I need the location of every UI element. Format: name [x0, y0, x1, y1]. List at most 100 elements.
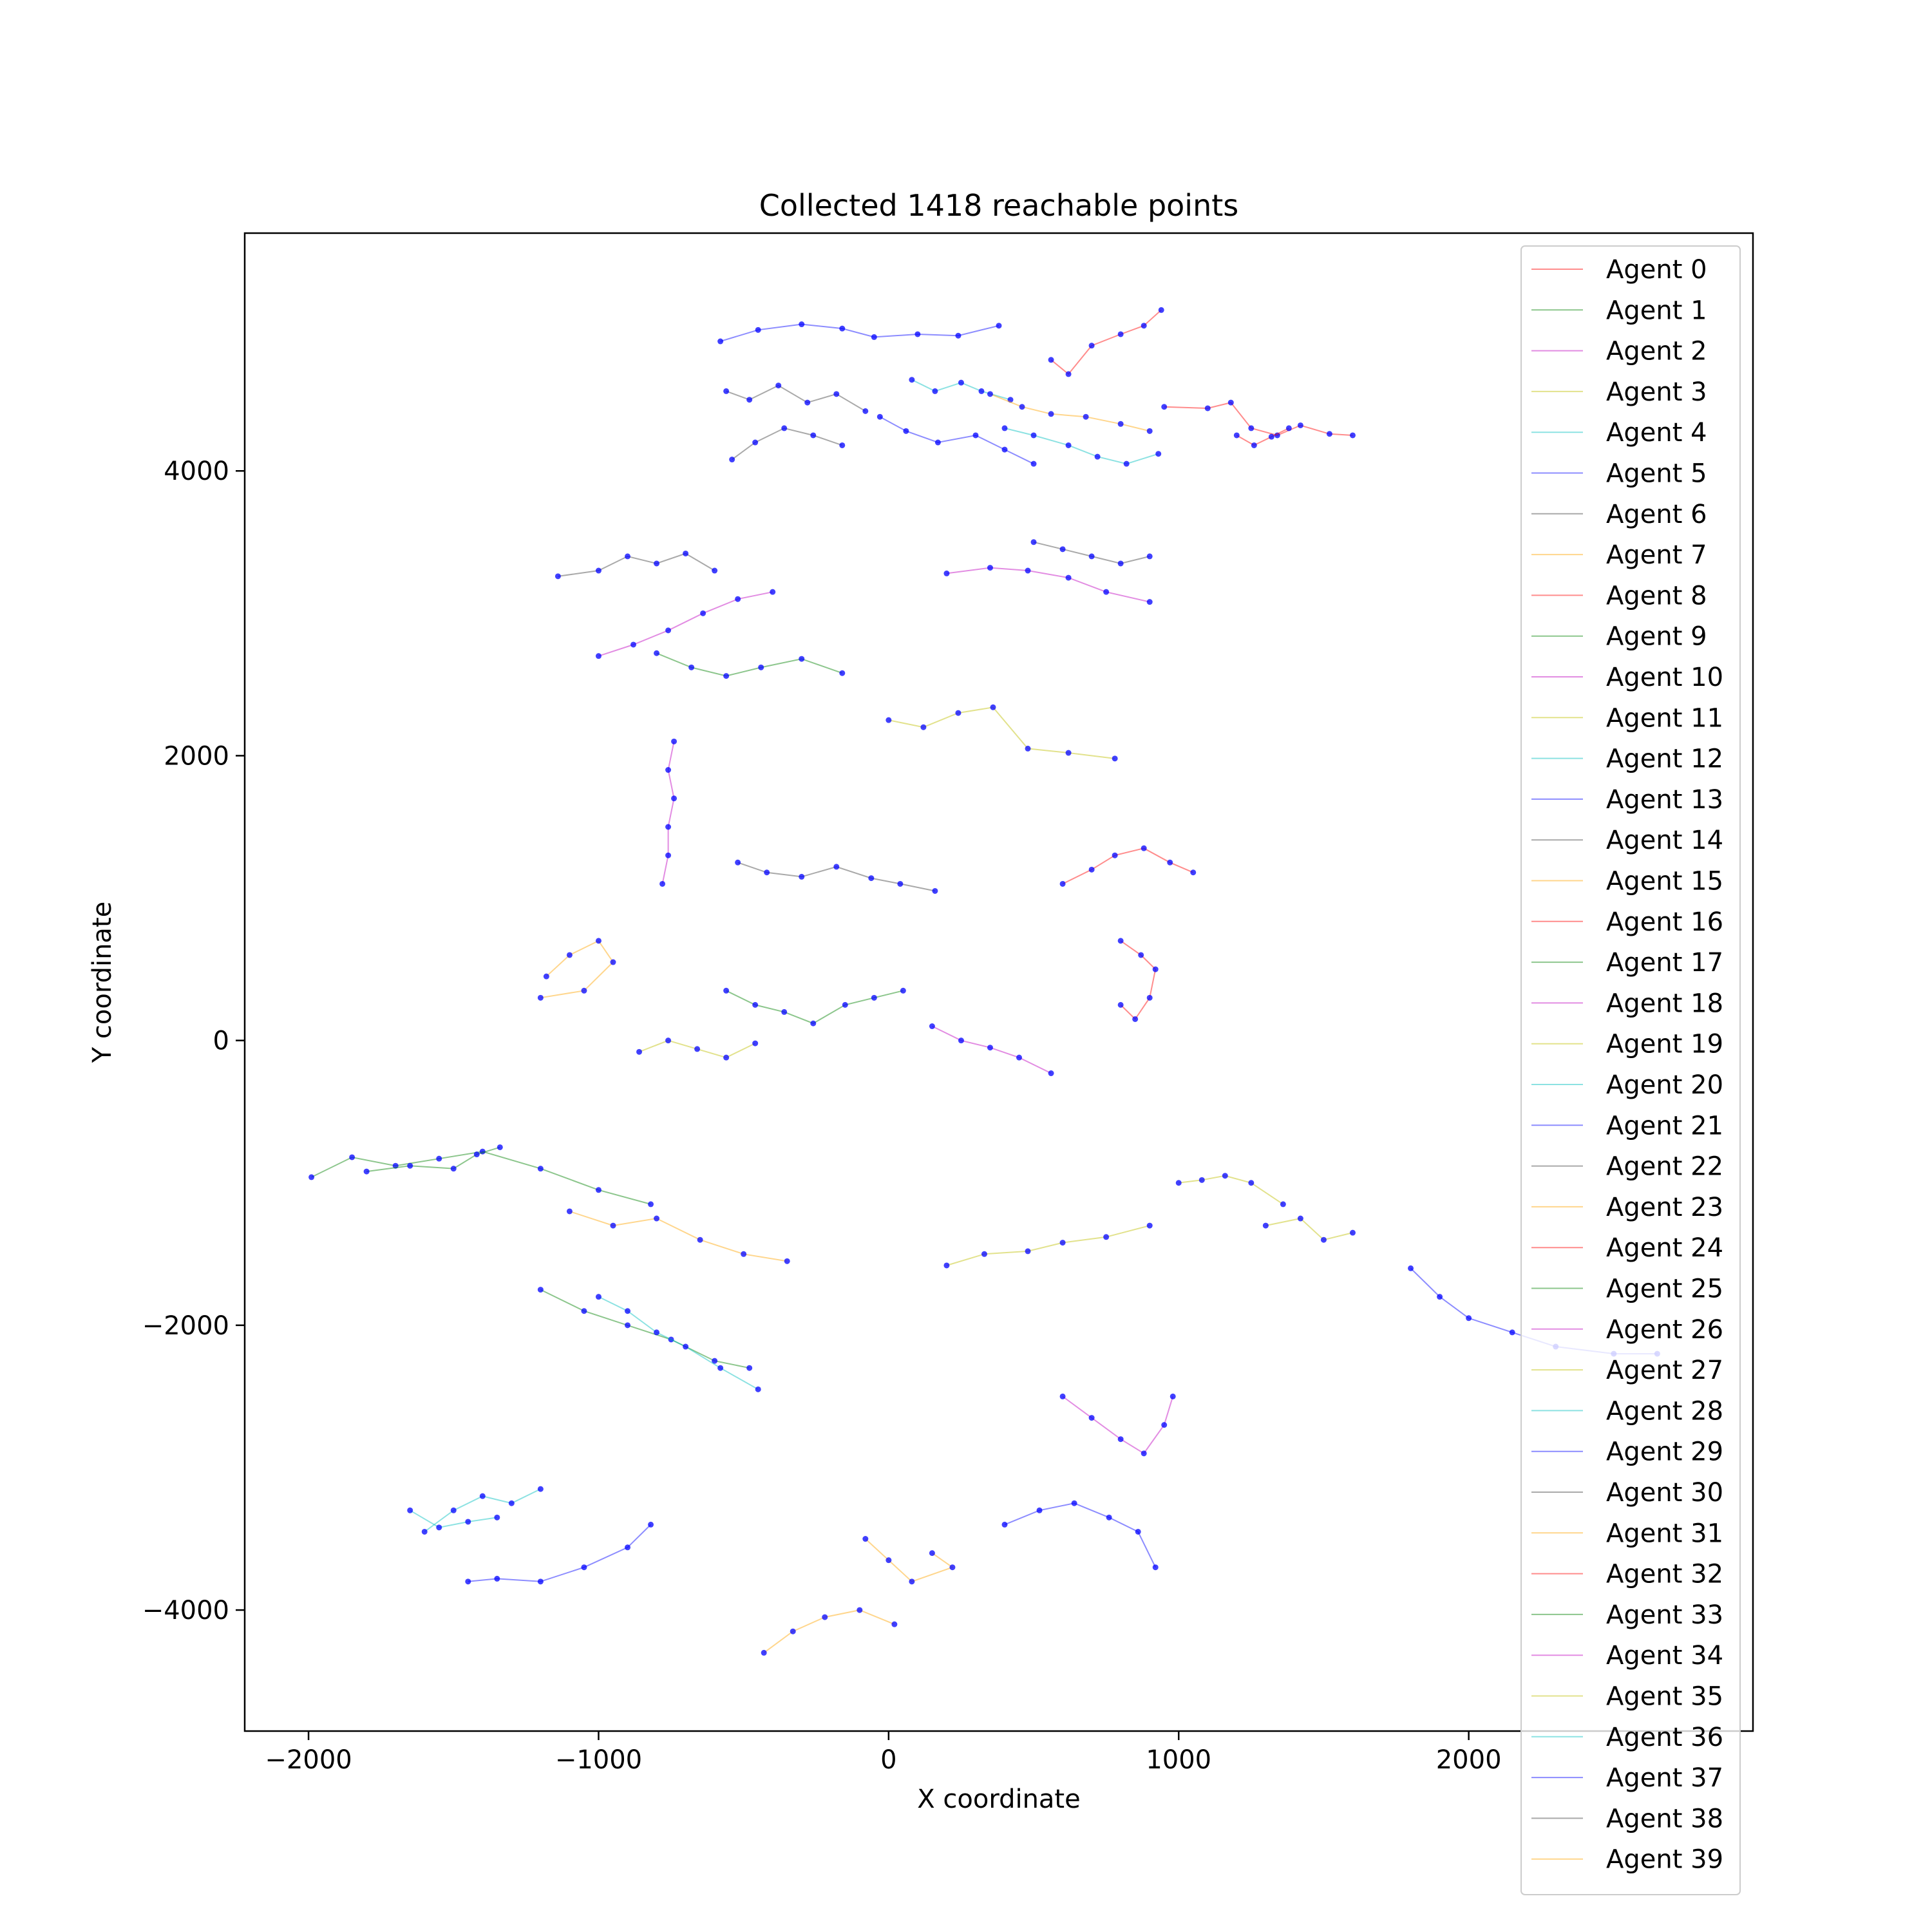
data-point: [465, 1519, 471, 1525]
legend-label: Agent 29: [1606, 1437, 1723, 1467]
data-point: [654, 1215, 660, 1222]
data-point: [839, 325, 846, 332]
data-point: [934, 439, 941, 446]
legend-label: Agent 8: [1606, 581, 1707, 611]
data-point: [1190, 869, 1197, 876]
data-point: [723, 1054, 730, 1061]
data-point: [700, 610, 706, 616]
data-point: [1408, 1265, 1414, 1271]
legend-label: Agent 23: [1606, 1193, 1723, 1222]
data-point: [1106, 1514, 1112, 1520]
y-tick-label: 0: [213, 1027, 229, 1056]
legend-label: Agent 14: [1606, 826, 1723, 855]
data-point: [636, 1048, 643, 1055]
data-point: [871, 334, 877, 340]
series-agent-39: [862, 1536, 956, 1585]
data-point: [752, 439, 759, 446]
x-tick-label: 2000: [1436, 1745, 1502, 1775]
legend-label: Agent 30: [1606, 1478, 1723, 1508]
data-point: [595, 567, 601, 574]
series-agent-35: [1175, 1173, 1286, 1208]
data-point: [857, 1607, 863, 1613]
series-agent-11: [886, 704, 1118, 762]
data-point: [1146, 599, 1153, 605]
data-point: [1030, 432, 1037, 439]
data-point: [799, 321, 805, 328]
data-point: [996, 323, 1002, 329]
data-point: [392, 1162, 399, 1169]
legend-label: Agent 34: [1606, 1641, 1723, 1671]
legend-label: Agent 3: [1606, 377, 1707, 407]
data-point: [781, 1009, 788, 1015]
series-line: [598, 591, 773, 657]
data-point: [537, 1578, 544, 1585]
series-agent-32: [1233, 425, 1292, 448]
legend-label: Agent 1: [1606, 296, 1707, 325]
x-tick-label: −1000: [555, 1745, 642, 1775]
data-point: [914, 331, 921, 337]
series-line: [720, 323, 999, 342]
y-axis: −4000 −2000 0 2000 4000: [142, 457, 245, 1625]
data-point: [862, 408, 869, 414]
data-point: [648, 1201, 654, 1208]
data-point: [665, 627, 672, 634]
data-point: [1146, 553, 1153, 560]
data-point: [595, 1187, 601, 1193]
data-point: [755, 327, 761, 333]
series-agent-20: [421, 1486, 544, 1535]
series-agent-4: [909, 377, 1014, 403]
data-point: [1094, 453, 1101, 460]
data-point: [1059, 546, 1066, 553]
data-point: [450, 1507, 457, 1513]
data-point: [688, 664, 695, 670]
data-point: [1065, 371, 1072, 377]
data-point: [479, 1148, 486, 1155]
data-point: [1268, 433, 1274, 440]
data-point: [566, 952, 573, 958]
data-point: [958, 1037, 964, 1044]
data-point: [886, 1557, 892, 1564]
data-point: [758, 664, 764, 670]
data-point: [494, 1575, 500, 1582]
data-point: [625, 1322, 631, 1329]
data-point: [654, 650, 660, 656]
series-line: [661, 741, 675, 884]
y-tick-label: 2000: [164, 741, 229, 771]
data-point: [537, 1166, 544, 1172]
data-point: [1048, 357, 1054, 363]
data-point: [1132, 1016, 1139, 1022]
data-point: [1152, 1564, 1159, 1571]
legend-label: Agent 0: [1606, 255, 1707, 285]
data-point: [436, 1524, 442, 1531]
data-point: [1065, 574, 1072, 581]
series-agent-1: [308, 1148, 654, 1208]
series-line: [946, 567, 1150, 603]
data-point: [1112, 755, 1118, 762]
plot-frame: [243, 232, 1754, 1732]
legend-label: Agent 33: [1606, 1600, 1723, 1630]
data-point: [1117, 1001, 1124, 1008]
data-point: [654, 1329, 660, 1336]
data-point: [746, 397, 753, 403]
legend-label: Agent 15: [1606, 867, 1723, 896]
legend-label: Agent 18: [1606, 989, 1723, 1018]
data-point: [1071, 1500, 1077, 1506]
data-point: [1175, 1180, 1182, 1186]
data-point: [363, 1168, 370, 1175]
data-point: [1036, 1507, 1043, 1513]
series-agent-3: [943, 1222, 1153, 1269]
data-point: [955, 710, 961, 716]
data-point: [972, 432, 979, 439]
data-point: [1088, 343, 1095, 349]
data-point: [735, 596, 741, 602]
legend-label: Agent 17: [1606, 948, 1723, 978]
data-point: [1019, 404, 1025, 410]
legend-label: Agent 27: [1606, 1356, 1723, 1385]
series-agent-10: [595, 589, 776, 659]
data-point: [1030, 460, 1037, 467]
y-axis-label: Y coordinate: [88, 902, 117, 1064]
data-point: [1146, 428, 1153, 434]
series-agent-34: [659, 738, 677, 887]
data-point: [981, 1251, 987, 1257]
